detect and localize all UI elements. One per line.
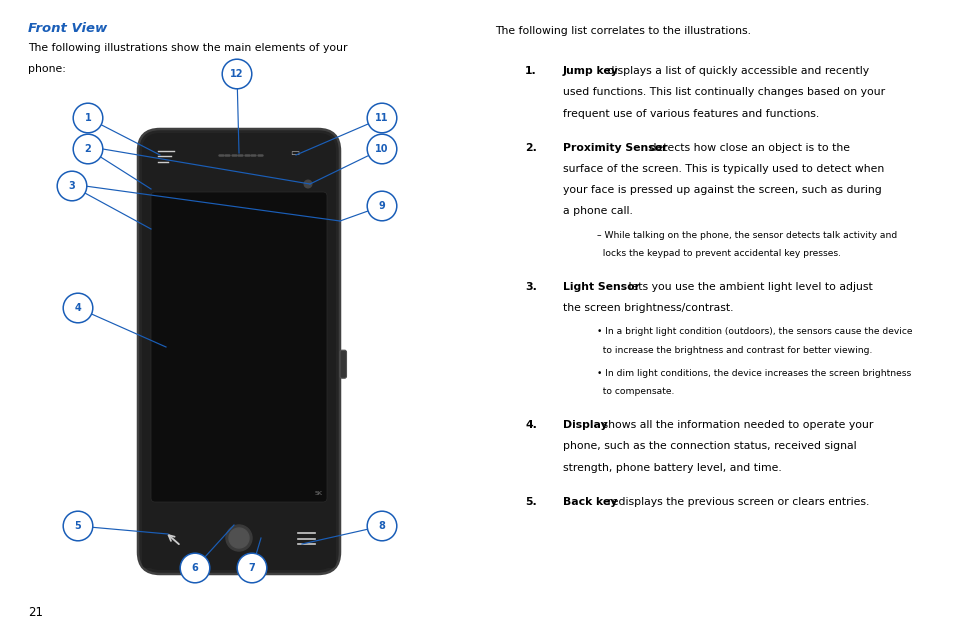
Text: Display: Display [562,420,607,431]
Text: 21: 21 [28,606,43,619]
Text: the screen brightness/contrast.: the screen brightness/contrast. [562,303,733,314]
FancyBboxPatch shape [151,192,327,502]
Text: 12: 12 [230,69,244,79]
Text: 9: 9 [378,201,385,211]
Text: 5.: 5. [524,497,537,507]
Text: displays a list of quickly accessible and recently: displays a list of quickly accessible an… [603,66,868,76]
Text: 3: 3 [69,181,75,191]
Text: lets you use the ambient light level to adjust: lets you use the ambient light level to … [624,282,872,292]
Circle shape [226,525,252,551]
Text: Proximity Sensor: Proximity Sensor [562,143,667,153]
Text: 10: 10 [375,144,388,154]
Text: • In dim light conditions, the device increases the screen brightness: • In dim light conditions, the device in… [597,369,910,378]
Text: detects how close an object is to the: detects how close an object is to the [645,143,849,153]
Circle shape [73,134,103,164]
FancyBboxPatch shape [138,129,339,574]
Text: 1.: 1. [524,66,537,76]
Circle shape [367,103,396,133]
Text: The following illustrations show the main elements of your: The following illustrations show the mai… [28,43,347,53]
Text: used functions. This list continually changes based on your: used functions. This list continually ch… [562,88,884,97]
Text: The following list correlates to the illustrations.: The following list correlates to the ill… [495,26,750,36]
Text: to compensate.: to compensate. [597,387,674,396]
Text: phone:: phone: [28,64,66,74]
Text: – While talking on the phone, the sensor detects talk activity and: – While talking on the phone, the sensor… [597,231,897,240]
Circle shape [222,59,252,89]
Text: Back key: Back key [562,497,617,507]
Text: 1: 1 [85,113,91,123]
Text: 4: 4 [74,303,81,313]
Circle shape [180,553,210,583]
Text: 5: 5 [74,521,81,531]
Circle shape [73,103,103,133]
Text: locks the keypad to prevent accidental key presses.: locks the keypad to prevent accidental k… [597,249,841,258]
Text: your face is pressed up against the screen, such as during: your face is pressed up against the scre… [562,185,881,195]
Text: surface of the screen. This is typically used to detect when: surface of the screen. This is typically… [562,164,883,174]
Text: a phone call.: a phone call. [562,207,632,216]
Text: • In a bright light condition (outdoors), the sensors cause the device: • In a bright light condition (outdoors)… [597,328,911,336]
Text: 2.: 2. [524,143,537,153]
Circle shape [229,528,249,548]
Text: 11: 11 [375,113,388,123]
Circle shape [367,134,396,164]
Text: phone, such as the connection status, received signal: phone, such as the connection status, re… [562,441,856,452]
Circle shape [63,293,92,323]
Text: redisplays the previous screen or clears entries.: redisplays the previous screen or clears… [603,497,869,507]
Circle shape [304,180,312,188]
Text: ▭: ▭ [290,148,299,158]
Circle shape [367,511,396,541]
Text: frequent use of various features and functions.: frequent use of various features and fun… [562,109,819,119]
Text: shows all the information needed to operate your: shows all the information needed to oper… [598,420,873,431]
Text: 4.: 4. [524,420,537,431]
Text: 2: 2 [85,144,91,154]
Text: 8: 8 [378,521,385,531]
Circle shape [237,553,267,583]
Text: 6: 6 [192,563,198,573]
Circle shape [367,191,396,221]
Text: 7: 7 [249,563,255,573]
Text: 5K: 5K [314,491,323,496]
FancyBboxPatch shape [142,506,335,568]
Text: Jump key: Jump key [562,66,618,76]
FancyBboxPatch shape [142,133,335,570]
Text: Front View: Front View [28,22,107,35]
Circle shape [57,171,87,201]
Circle shape [63,511,92,541]
Text: to increase the brightness and contrast for better viewing.: to increase the brightness and contrast … [597,346,871,355]
Text: 3.: 3. [524,282,537,292]
Text: strength, phone battery level, and time.: strength, phone battery level, and time. [562,462,781,473]
Text: Light Sensor: Light Sensor [562,282,639,292]
FancyBboxPatch shape [339,350,346,378]
